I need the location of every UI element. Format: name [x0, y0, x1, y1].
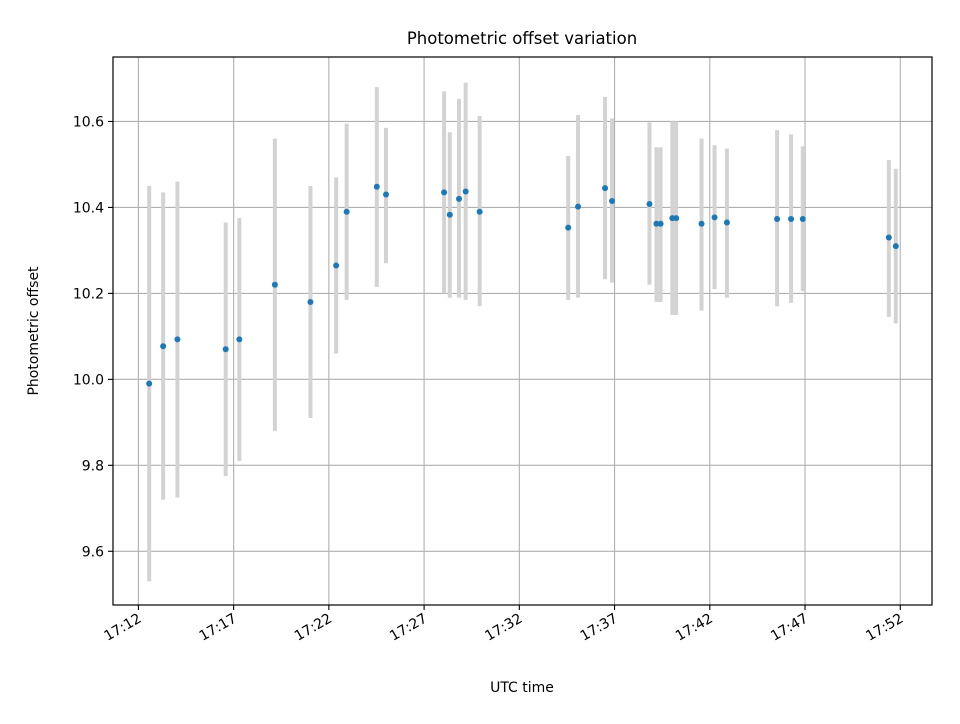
x-axis-label: UTC time	[490, 680, 554, 696]
data-point	[456, 195, 463, 202]
y-tick-label: 10.6	[73, 114, 104, 130]
data-point	[799, 216, 806, 223]
y-tick-label: 10.2	[73, 286, 104, 302]
data-point	[441, 189, 448, 196]
x-tick-label: 17:12	[101, 611, 144, 645]
data-point	[646, 200, 653, 207]
data-point	[609, 197, 616, 204]
data-point	[174, 336, 181, 343]
data-point	[160, 343, 167, 350]
data-point	[885, 234, 892, 241]
y-tick-label: 9.6	[82, 544, 104, 560]
plot-frame	[112, 56, 933, 606]
data-point	[446, 211, 453, 218]
x-tick-label: 17:22	[292, 611, 335, 645]
data-point	[602, 185, 609, 192]
data-point	[723, 219, 730, 226]
x-tick-label: 17:27	[387, 611, 430, 645]
data-point	[222, 346, 229, 353]
y-tick-label: 9.8	[82, 458, 104, 474]
data-point	[307, 298, 314, 305]
x-tick-label: 17:52	[863, 611, 906, 645]
x-tick-label: 17:32	[482, 611, 525, 645]
point-layer	[146, 183, 899, 387]
x-tick-label: 17:17	[197, 611, 240, 645]
y-tick-label: 10.0	[73, 372, 104, 388]
x-tick-label: 17:37	[578, 611, 621, 645]
data-point	[774, 216, 781, 223]
data-point	[892, 243, 899, 250]
y-axis-label: Photometric offset	[26, 266, 42, 396]
data-point	[236, 336, 243, 343]
data-point	[373, 183, 380, 190]
data-point	[476, 208, 483, 215]
data-point	[383, 191, 389, 198]
x-tick-label: 17:47	[768, 611, 811, 645]
data-point	[673, 215, 680, 222]
data-point	[698, 220, 705, 227]
grid-layer	[113, 57, 932, 605]
data-point	[653, 220, 660, 227]
data-point	[146, 380, 153, 387]
y-tick-label: 10.4	[73, 200, 104, 216]
data-point	[657, 220, 664, 227]
data-point	[575, 203, 582, 210]
data-point	[462, 188, 469, 195]
errorbar-layer	[147, 82, 898, 582]
data-point	[333, 262, 340, 269]
data-point	[271, 281, 278, 288]
data-point	[343, 208, 350, 215]
data-point	[565, 224, 572, 231]
chart-title: Photometric offset variation	[407, 29, 637, 48]
data-point	[788, 216, 795, 223]
x-tick-label: 17:42	[673, 611, 716, 645]
data-point	[711, 214, 718, 221]
